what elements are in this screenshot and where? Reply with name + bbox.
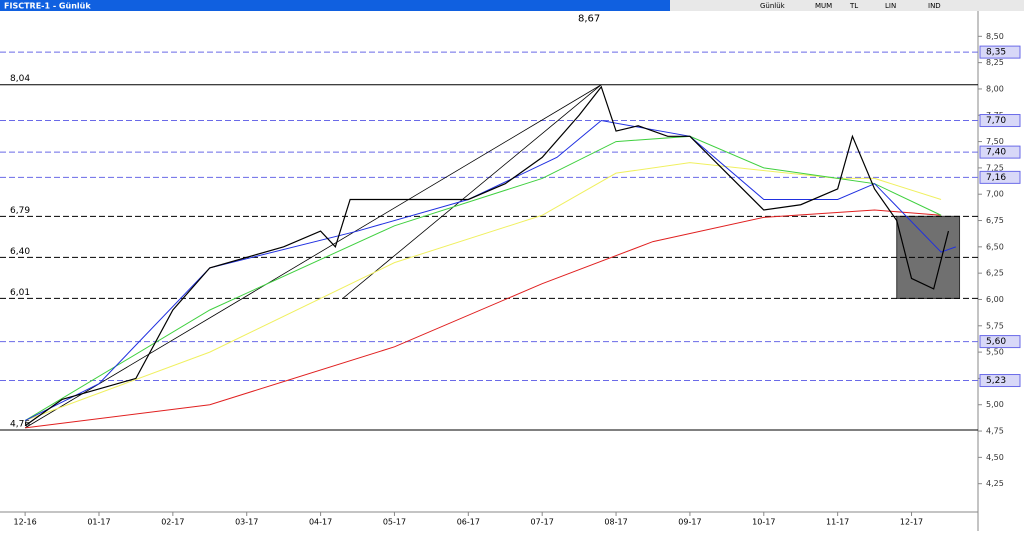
level-label: 4,76: [10, 420, 30, 430]
menu-item[interactable]: IND: [928, 2, 941, 10]
price-line: [24, 135, 942, 421]
level-label-bg: [979, 145, 1021, 159]
x-tick-label: 09-17: [678, 518, 701, 527]
x-tick-label: 12-17: [900, 518, 923, 527]
y-tick-label: 6,50: [986, 242, 1004, 251]
level-label: 7,70: [986, 116, 1006, 126]
x-tick-label: 01-17: [87, 518, 110, 527]
menu-item[interactable]: LIN: [885, 2, 896, 10]
y-tick-label: 7,50: [986, 137, 1004, 146]
price-line: [24, 85, 950, 427]
level-label: 7,40: [986, 148, 1006, 158]
y-tick-label: 5,75: [986, 321, 1004, 330]
x-tick-label: 07-17: [531, 518, 554, 527]
x-tick-label: 08-17: [604, 518, 627, 527]
menu-item[interactable]: TL: [849, 2, 858, 10]
y-tick-label: 6,00: [986, 295, 1004, 304]
y-tick-label: 5,00: [986, 400, 1004, 409]
trendline: [342, 84, 602, 299]
x-tick-label: 10-17: [752, 518, 775, 527]
y-tick-label: 8,50: [986, 32, 1004, 41]
menu-item[interactable]: MUM: [815, 2, 832, 10]
level-label: 8,35: [986, 48, 1006, 58]
y-tick-label: 6,25: [986, 269, 1004, 278]
price-line: [25, 209, 942, 429]
y-tick-label: 7,00: [986, 190, 1004, 199]
level-label: 5,60: [986, 337, 1006, 347]
y-tick-label: 6,75: [986, 216, 1004, 225]
x-tick-label: 04-17: [309, 518, 332, 527]
level-label-bg: [979, 374, 1021, 388]
toolbar: [670, 0, 1024, 11]
y-tick-label: 4,75: [986, 427, 1004, 436]
price-line: [24, 162, 942, 421]
level-label: 6,01: [10, 288, 30, 298]
x-tick-label: 11-17: [826, 518, 849, 527]
level-label: 5,23: [986, 376, 1006, 386]
trendline: [24, 84, 602, 429]
y-tick-label: 5,50: [986, 348, 1004, 357]
level-label: 6,40: [10, 247, 30, 257]
level-label-bg: [979, 335, 1021, 349]
level-label: 8,04: [10, 74, 30, 84]
x-tick-label: 02-17: [161, 518, 184, 527]
level-label: 8,67: [578, 13, 600, 24]
y-tick-label: 4,25: [986, 479, 1004, 488]
level-label-bg: [979, 170, 1021, 184]
x-tick-label: 05-17: [383, 518, 406, 527]
x-tick-label: 12-16: [13, 518, 36, 527]
menu-item[interactable]: Günlük: [760, 2, 786, 10]
level-label-bg: [979, 114, 1021, 128]
level-label: 7,16: [986, 173, 1006, 183]
y-tick-label: 7,25: [986, 163, 1004, 172]
y-tick-label: 8,00: [986, 84, 1004, 93]
level-label-bg: [979, 45, 1021, 59]
level-label: 6,79: [10, 206, 30, 216]
title: FISCTRE-1 - Günlük: [4, 2, 91, 11]
title-bar: [0, 0, 670, 11]
y-tick-label: 8,25: [986, 58, 1004, 67]
x-tick-label: 06-17: [457, 518, 480, 527]
y-tick-label: 4,50: [986, 453, 1004, 462]
x-tick-label: 03-17: [235, 518, 258, 527]
